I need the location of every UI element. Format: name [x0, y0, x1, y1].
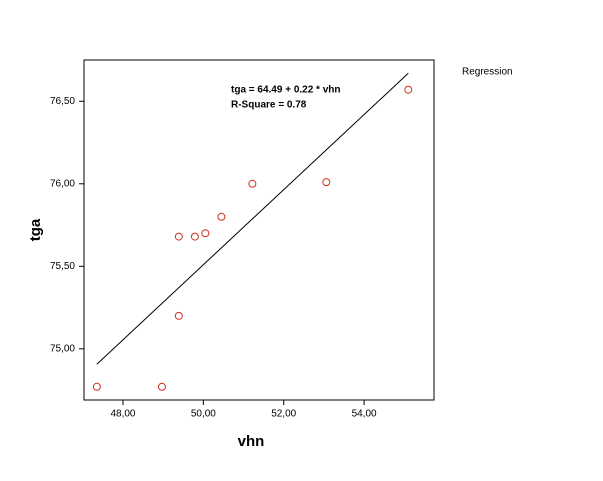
point — [174, 311, 183, 320]
x-tick-label: 52,00 — [271, 409, 296, 420]
point — [92, 382, 101, 391]
x-tick-label: 48,00 — [110, 409, 135, 420]
point — [190, 232, 199, 241]
y-axis-title: tga — [27, 218, 44, 241]
annotation: R-Square = 0.78 — [231, 100, 307, 111]
point — [248, 179, 257, 188]
annotation: tga = 64.49 + 0.22 * vhn — [231, 85, 341, 96]
x-tick-label: 50,00 — [191, 409, 216, 420]
point — [404, 85, 413, 94]
x-axis-title: vhn — [238, 433, 265, 450]
chart-title: Regression — [462, 67, 513, 78]
point — [157, 382, 166, 391]
point — [174, 232, 183, 241]
y-tick-label: 76,50 — [50, 96, 75, 107]
x-tick-label: 54,00 — [352, 409, 377, 420]
y-tick-label: 75,50 — [50, 261, 75, 272]
point — [217, 212, 226, 221]
point — [322, 178, 331, 187]
y-tick-label: 75,00 — [50, 343, 75, 354]
fit-line — [96, 72, 409, 365]
plot-frame — [83, 59, 435, 401]
point — [201, 229, 210, 238]
y-tick-label: 76,00 — [50, 178, 75, 189]
